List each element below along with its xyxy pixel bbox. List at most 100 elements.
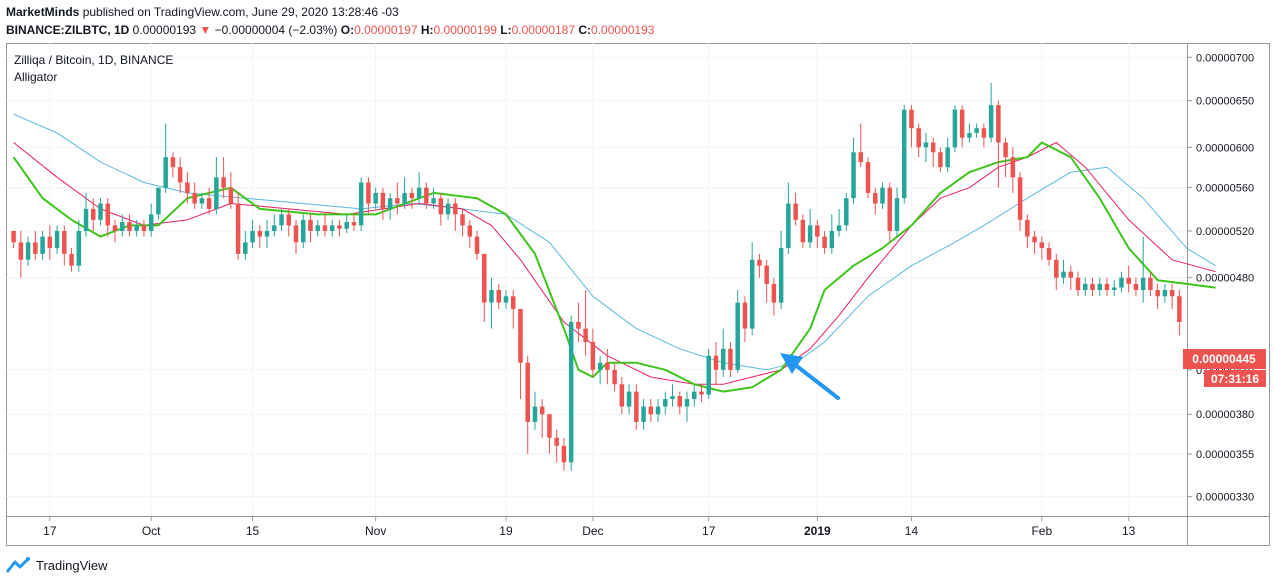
candle-body — [221, 177, 226, 188]
symbol-label: BINANCE:ZILBTC, 1D — [6, 23, 130, 37]
x-tick-label: 2019 — [804, 524, 831, 538]
high-value: 0.00000199 — [433, 23, 497, 37]
candle — [778, 230, 784, 309]
candle-body — [952, 109, 958, 148]
candle-body — [1075, 277, 1081, 291]
price-chart[interactable]: 0.00000700 0.00000650 0.00000600 0.00000560… — [6, 43, 1270, 546]
candle — [482, 253, 487, 322]
candle-body — [47, 236, 53, 249]
candle-body — [148, 214, 154, 231]
candle — [1148, 271, 1153, 297]
candle-body — [1083, 283, 1088, 291]
x-tick-label: 19 — [499, 524, 513, 538]
candle — [605, 348, 610, 385]
candle — [1097, 277, 1102, 297]
close-value: 0.00000193 — [591, 23, 655, 37]
candle-body — [293, 225, 299, 243]
candle — [1126, 265, 1131, 293]
candle — [793, 192, 798, 226]
candle — [286, 208, 292, 237]
candle-body — [156, 187, 161, 215]
candle-body — [25, 242, 31, 260]
candle-body — [930, 142, 936, 153]
candle — [901, 105, 907, 204]
footer-brand[interactable]: TradingView — [36, 557, 108, 573]
chart-frame[interactable]: 0.00000700 0.00000650 0.00000600 0.00000560… — [6, 43, 1270, 546]
candle-body — [445, 203, 451, 215]
candle-body — [1068, 271, 1074, 278]
candle-body — [757, 259, 762, 266]
candle-body — [272, 225, 277, 231]
candle — [844, 192, 849, 231]
candle-body — [351, 222, 357, 226]
candle-body — [605, 362, 610, 370]
candle — [416, 172, 422, 204]
candle — [351, 214, 357, 231]
candle-body — [590, 342, 596, 370]
candle — [1169, 283, 1175, 309]
candle-body — [1003, 142, 1008, 158]
candle — [243, 230, 248, 260]
candle-body — [1148, 277, 1153, 291]
symbol-line: BINANCE:ZILBTC, 1D 0.00000193 ▼ −0.00000… — [6, 23, 654, 37]
candle-body — [69, 253, 74, 266]
candle — [1039, 236, 1045, 260]
x-tick-label: 13 — [1122, 524, 1136, 538]
candle-body — [344, 222, 349, 229]
candle-body — [518, 308, 523, 363]
candle — [445, 198, 451, 220]
candle-body — [539, 406, 545, 415]
candle — [141, 219, 147, 237]
candle-body — [199, 198, 205, 204]
candle — [909, 105, 914, 148]
price-badge-value: 0.00000445 — [1192, 352, 1256, 366]
candle-body — [901, 109, 907, 199]
candle — [706, 348, 711, 400]
candle-body — [597, 362, 603, 370]
author-name[interactable]: MarketMinds — [6, 5, 80, 19]
candle-body — [33, 242, 38, 254]
candle — [235, 192, 241, 260]
candle-body — [1061, 271, 1066, 278]
candle-body — [1032, 236, 1037, 243]
candle — [1046, 242, 1052, 266]
candle-body — [235, 203, 241, 254]
close-label: C: — [578, 23, 592, 37]
candle — [344, 214, 349, 234]
candle-body — [663, 399, 668, 407]
price-badge: 0.00000445 07:31:16 — [1183, 349, 1266, 387]
candle — [1003, 137, 1008, 178]
candle-body — [1126, 277, 1131, 284]
candle — [467, 219, 473, 249]
candle — [503, 290, 509, 309]
candle — [62, 225, 67, 266]
candle — [1054, 253, 1059, 291]
candle-body — [1017, 177, 1023, 220]
candle-body — [264, 230, 270, 237]
candle — [373, 187, 378, 209]
candle — [576, 302, 581, 343]
candle — [453, 198, 458, 231]
candle-body — [127, 222, 132, 231]
candle-body — [250, 230, 255, 243]
candle — [692, 384, 697, 407]
candle-body — [547, 414, 552, 438]
candle-body — [40, 236, 45, 254]
candle-body — [1111, 287, 1117, 291]
candle — [786, 182, 791, 254]
candle — [293, 219, 299, 254]
candle — [112, 219, 118, 243]
candle-body — [981, 128, 987, 138]
candle-body — [424, 187, 429, 204]
candle-body — [655, 406, 661, 415]
candle — [945, 137, 950, 173]
x-tick-label: 14 — [905, 524, 919, 538]
candle — [728, 342, 733, 378]
candle — [105, 198, 110, 237]
candle — [25, 236, 31, 266]
low-value: 0.00000187 — [511, 23, 576, 37]
annotation-arrow — [780, 353, 840, 400]
candle-body — [18, 242, 24, 260]
candle — [163, 123, 168, 193]
candle-body — [366, 182, 371, 204]
